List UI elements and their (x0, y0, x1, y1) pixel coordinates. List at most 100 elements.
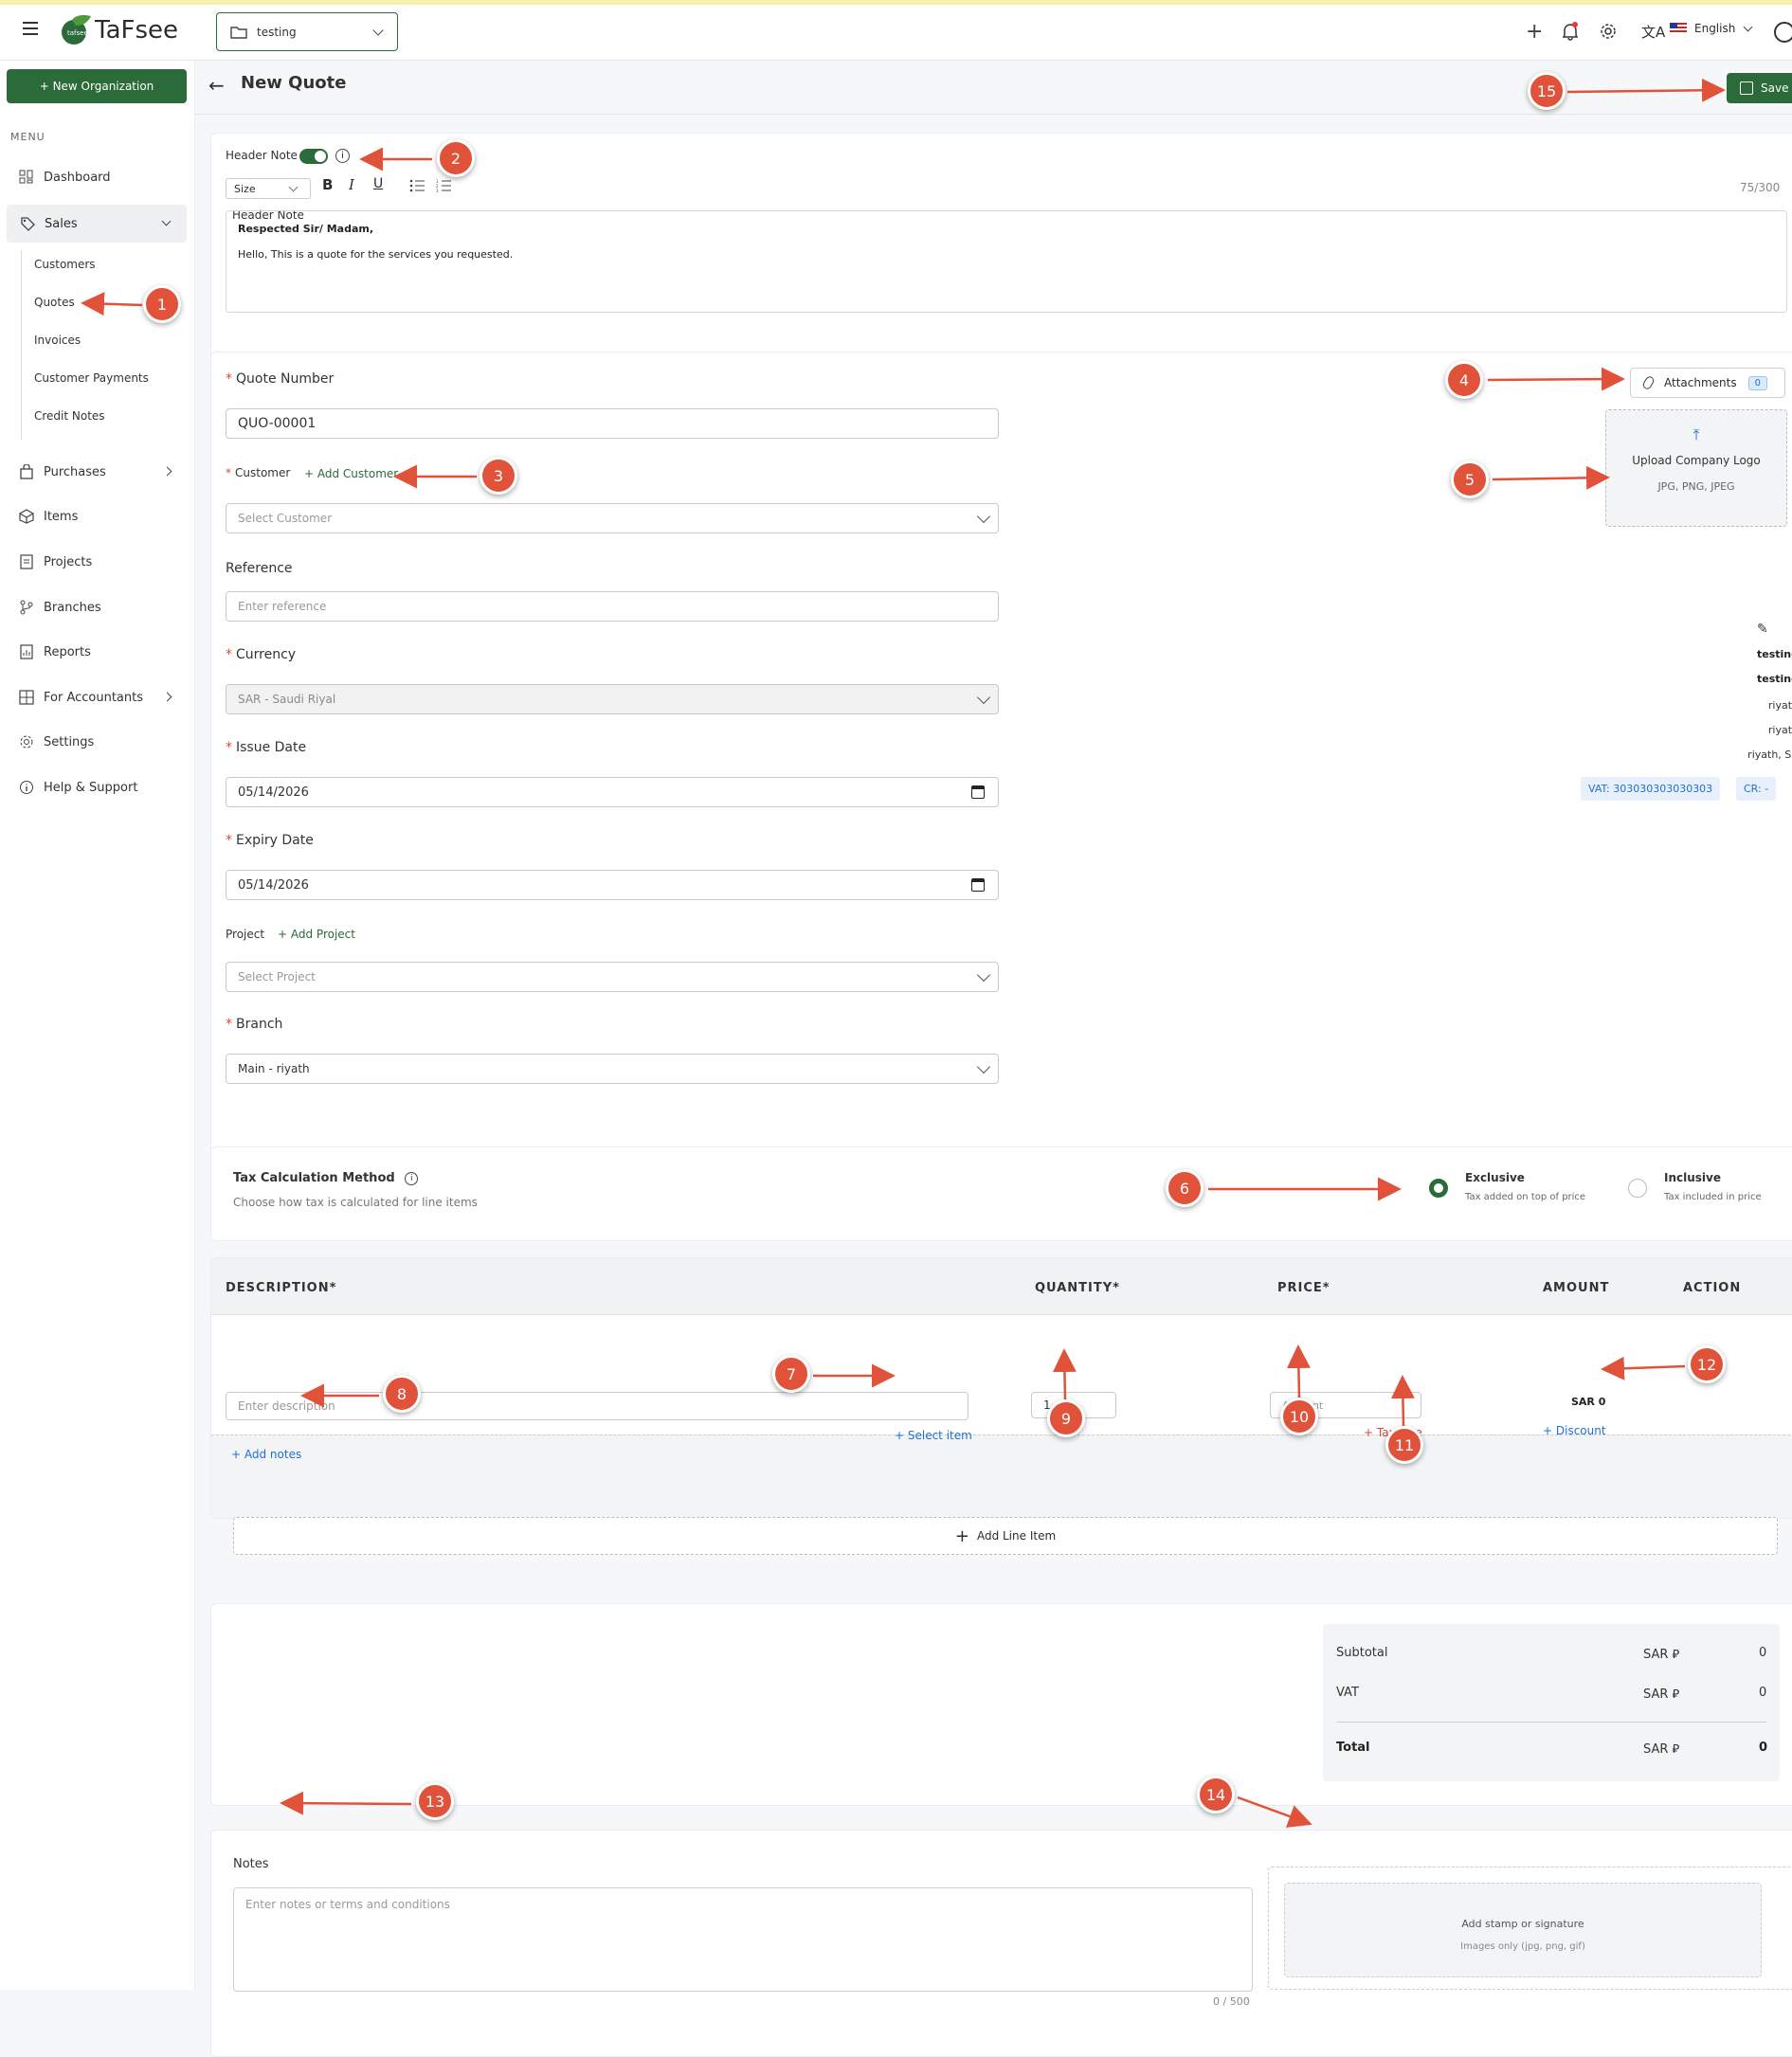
header-note-label: Header Note (232, 208, 304, 222)
currency-select[interactable]: SAR - Saudi Riyal (226, 684, 999, 714)
tax-method-subtitle: Choose how tax is calculated for line it… (233, 1196, 478, 1209)
save-button[interactable]: Save (1727, 73, 1792, 103)
paperclip-icon (1641, 374, 1656, 391)
back-arrow-icon[interactable]: ← (208, 74, 225, 97)
brand-logo[interactable]: tafsee TaFsee (59, 14, 178, 46)
annotation-badge-9: 9 (1047, 1399, 1085, 1437)
header-note-toggle[interactable] (299, 149, 328, 164)
underline-button[interactable]: U (373, 176, 384, 191)
bold-button[interactable]: B (322, 176, 334, 193)
vat-currency: SAR ⃁ (1643, 1687, 1680, 1702)
issue-date-label: * Issue Date (226, 740, 307, 755)
sidebar-item-customer-payments[interactable]: Customer Payments (34, 371, 149, 385)
font-size-select[interactable]: Size (226, 178, 311, 199)
stamp-signature-dropzone[interactable]: Add stamp or signature Images only (jpg,… (1268, 1867, 1792, 1990)
italic-button[interactable]: I (349, 176, 354, 193)
gear-icon[interactable] (1600, 23, 1617, 44)
sidebar-item-projects[interactable]: Projects (0, 545, 195, 579)
line-amount-value: SAR 0 (1571, 1396, 1606, 1408)
calendar-icon[interactable] (971, 878, 985, 892)
stamp-signature-description: Images only (jpg, png, gif) (1460, 1941, 1585, 1952)
quote-details-card (210, 352, 1792, 1185)
sidebar-item-label: Dashboard (44, 170, 111, 185)
annotation-badge-12: 12 (1688, 1345, 1726, 1383)
notes-textarea[interactable]: Enter notes or terms and conditions (233, 1887, 1253, 1992)
new-organization-button[interactable]: + New Organization (7, 69, 187, 103)
sidebar-item-customers[interactable]: Customers (34, 258, 96, 271)
expiry-date-input[interactable]: 05/14/2026 (226, 870, 999, 900)
sidebar-item-settings[interactable]: Settings (0, 725, 195, 759)
project-label: Project (226, 928, 265, 941)
customer-select[interactable]: Select Customer (226, 503, 999, 533)
header-note-line-2: Hello, This is a quote for the services … (238, 248, 514, 261)
add-line-item-area (211, 1434, 1792, 1518)
sidebar-item-quotes[interactable]: Quotes (34, 296, 75, 309)
add-line-item-label: Add Line Item (976, 1529, 1057, 1543)
sidebar-item-reports[interactable]: Reports (0, 635, 195, 669)
page-title: New Quote (241, 73, 347, 93)
info-icon[interactable]: i (405, 1171, 419, 1185)
attachments-button[interactable]: Attachments 0 (1630, 368, 1785, 398)
subtotal-currency: SAR ⃁ (1643, 1648, 1680, 1662)
sidebar-item-invoices[interactable]: Invoices (34, 334, 81, 347)
sidebar-item-label: Reports (44, 644, 91, 659)
new-organization-label: + New Organization (39, 80, 154, 93)
language-select[interactable]: English (1670, 22, 1753, 35)
edit-pencil-icon[interactable]: ✎ (1757, 622, 1768, 637)
sidebar-item-for-accountants[interactable]: For Accountants (0, 680, 195, 714)
user-avatar-icon[interactable] (1774, 22, 1792, 43)
info-icon[interactable]: i (335, 149, 350, 163)
add-notes-link[interactable]: + Add notes (231, 1448, 302, 1461)
bell-icon[interactable] (1562, 22, 1579, 45)
add-line-item-button[interactable]: + Add Line Item (233, 1517, 1778, 1555)
project-select[interactable]: Select Project (226, 962, 999, 992)
header-note-editor[interactable]: Respected Sir/ Madam, Hello, This is a q… (226, 210, 1787, 313)
top-accent-strip (0, 0, 1792, 5)
brand-name: TaFsee (95, 16, 179, 45)
translate-icon[interactable]: 文A (1641, 24, 1666, 41)
inclusive-label[interactable]: Inclusive (1664, 1171, 1721, 1184)
sidebar-item-help[interactable]: Help & Support (0, 770, 195, 804)
sidebar-item-label: Branches (44, 600, 101, 615)
hamburger-menu-icon[interactable] (23, 22, 38, 35)
exclusive-label[interactable]: Exclusive (1465, 1171, 1525, 1184)
upload-logo-title: Upload Company Logo (1632, 454, 1761, 467)
quantity-column-header: QUANTITY* (1035, 1281, 1120, 1295)
save-icon (1740, 81, 1753, 95)
inclusive-radio[interactable] (1628, 1179, 1647, 1198)
organization-select[interactable]: testing (216, 12, 398, 51)
inclusive-description: Tax included in price (1664, 1192, 1762, 1202)
header-note-card: Header Note (210, 133, 1792, 390)
notes-label: Notes (233, 1857, 269, 1871)
chevron-down-icon (976, 1059, 991, 1074)
discount-link[interactable]: + Discount (1543, 1424, 1606, 1437)
description-input[interactable] (226, 1392, 968, 1420)
currency-label: * Currency (226, 647, 297, 662)
quote-number-input[interactable]: QUO-00001 (226, 408, 999, 439)
box-icon (19, 509, 34, 524)
subtotal-value: 0 (1759, 1646, 1767, 1660)
sidebar-item-purchases[interactable]: Purchases (0, 455, 195, 489)
branch-select[interactable]: Main - riyath (226, 1054, 999, 1084)
sidebar-item-sales[interactable]: Sales (7, 205, 187, 243)
exclusive-radio[interactable] (1429, 1179, 1448, 1198)
total-value: 0 (1759, 1741, 1768, 1755)
select-item-link[interactable]: + Select item (895, 1429, 972, 1442)
calendar-icon[interactable] (971, 785, 985, 799)
font-size-select-value: Size (234, 182, 256, 195)
annotation-badge-1: 1 (143, 285, 181, 323)
add-project-link[interactable]: + Add Project (278, 928, 355, 941)
sidebar-item-credit-notes[interactable]: Credit Notes (34, 409, 105, 423)
add-customer-link[interactable]: + Add Customer (304, 467, 399, 480)
bullet-list-icon[interactable] (409, 178, 425, 196)
plus-icon[interactable]: + (1526, 20, 1544, 44)
upload-logo-box[interactable]: ⤒ Upload Company Logo JPG, PNG, JPEG (1605, 409, 1787, 527)
annotation-badge-14: 14 (1197, 1776, 1235, 1813)
sidebar-item-label: Help & Support (44, 780, 138, 795)
issue-date-input[interactable]: 05/14/2026 (226, 777, 999, 807)
sidebar-item-dashboard[interactable]: Dashboard (0, 160, 195, 194)
sidebar-item-items[interactable]: Items (0, 499, 195, 533)
sidebar-item-branches[interactable]: Branches (0, 590, 195, 624)
reference-input[interactable]: Enter reference (226, 591, 999, 622)
